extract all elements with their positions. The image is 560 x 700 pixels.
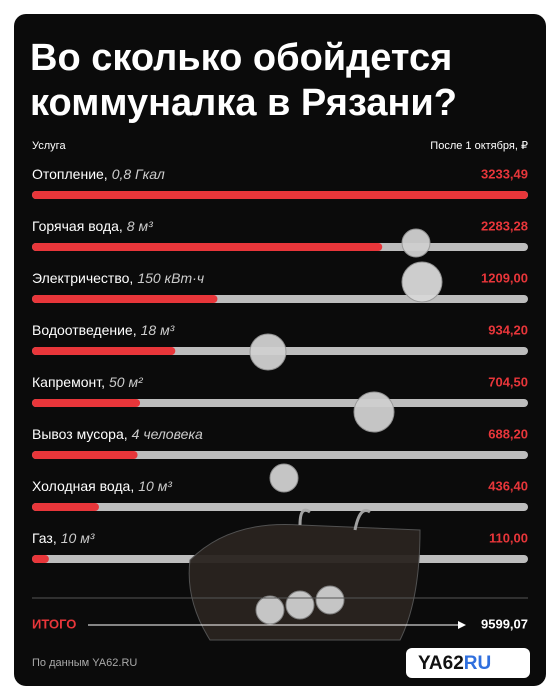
category-detail: 0,8 Гкал — [112, 166, 165, 182]
category-label: Водоотведение, 18 м³ — [32, 322, 175, 338]
coin — [401, 228, 431, 258]
title-line: Во сколько обойдется — [30, 37, 452, 79]
category-label: Отопление, 0,8 Гкал — [32, 166, 165, 182]
bar — [32, 243, 383, 251]
category-name: Холодная вода, — [32, 478, 134, 494]
wallet-clasp — [298, 508, 371, 531]
bar — [32, 295, 218, 303]
column-header: Услуга — [32, 140, 66, 152]
value-label: 2283,28 — [481, 218, 528, 233]
column-header: После 1 октября, ₽ — [430, 140, 528, 152]
total-label: ИТОГО — [32, 616, 76, 631]
category-name: Водоотведение, — [32, 322, 137, 338]
category-label: Газ, 10 м³ — [32, 530, 95, 546]
category-detail: 10 м³ — [61, 530, 95, 546]
bar — [32, 555, 49, 563]
title-line: коммуналка в Рязани? — [30, 82, 457, 124]
logo-part: RU — [464, 653, 491, 674]
bar-track — [32, 399, 528, 407]
value-label: 934,20 — [488, 322, 528, 337]
value-label: 3233,49 — [481, 166, 528, 181]
category-label: Горячая вода, 8 м³ — [32, 218, 153, 234]
value-label: 688,20 — [488, 426, 528, 441]
bar — [32, 191, 528, 199]
logo-text: YA62RU — [418, 653, 491, 674]
category-label: Холодная вода, 10 м³ — [32, 478, 172, 494]
bar — [32, 503, 99, 511]
wallet — [188, 523, 421, 641]
category-detail: 18 м³ — [141, 322, 175, 338]
coin — [353, 391, 395, 433]
bar-track — [32, 451, 528, 459]
bar — [32, 347, 176, 355]
source: По данным YA62.RU — [32, 657, 137, 669]
coin — [249, 333, 287, 371]
total-value: 9599,07 — [481, 616, 528, 631]
category-name: Вывоз мусора, — [32, 426, 128, 442]
category-name: Горячая вода, — [32, 218, 123, 234]
category-name: Газ, — [32, 530, 57, 546]
category-detail: 8 м³ — [127, 218, 153, 234]
category-name: Отопление, — [32, 166, 108, 182]
coin — [315, 585, 345, 615]
value-label: 1209,00 — [481, 270, 528, 285]
category-label: Капремонт, 50 м² — [32, 374, 144, 390]
category-label: Электричество, 150 кВт·ч — [32, 270, 204, 286]
category-name: Капремонт, — [32, 374, 105, 390]
rows: Отопление, 0,8 Гкал 3233,49 Горячая вода, 8 … — [32, 166, 528, 563]
coin — [255, 595, 285, 625]
bar-track — [32, 503, 528, 511]
category-label: Вывоз мусора, 4 человека — [32, 426, 203, 442]
coin — [285, 590, 315, 620]
value-label: 436,40 — [488, 478, 528, 493]
category-detail: 50 м² — [109, 374, 144, 390]
coin — [401, 261, 443, 303]
category-name: Электричество, — [32, 270, 133, 286]
value-label: 110,00 — [489, 530, 528, 545]
value-label: 704,50 — [488, 374, 528, 389]
bar — [32, 451, 138, 459]
coin — [269, 463, 299, 493]
logo-part: YA62 — [418, 653, 464, 674]
arrow-head — [458, 621, 466, 629]
category-detail: 150 кВт·ч — [137, 270, 204, 286]
category-detail: 4 человека — [132, 426, 203, 442]
category-detail: 10 м³ — [138, 478, 172, 494]
bar — [32, 399, 141, 407]
logo-box — [406, 648, 530, 678]
